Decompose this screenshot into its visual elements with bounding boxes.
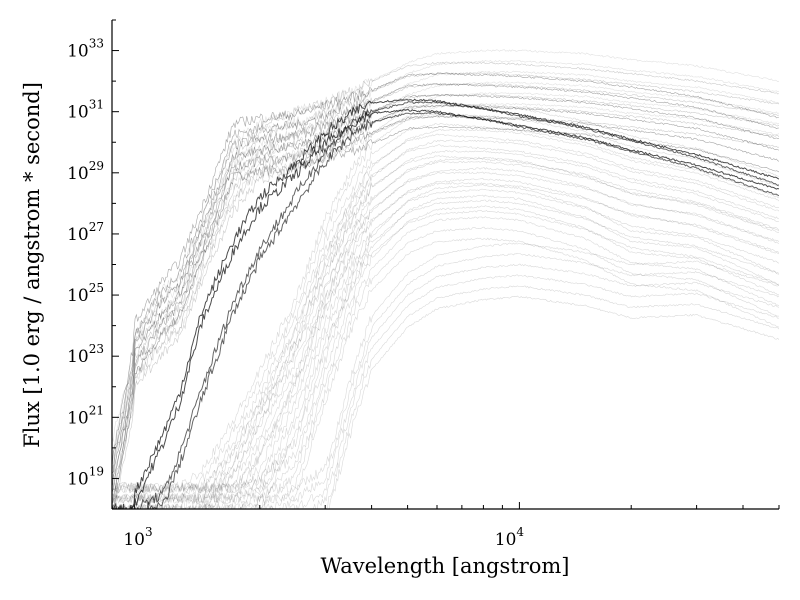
spectrum-line-0-2 [112, 104, 779, 492]
spectrum-line-7-1 [217, 171, 779, 509]
spectrum-line-0-3 [112, 94, 779, 490]
spectrum-line-2-1 [112, 100, 779, 509]
y-tick-label: 1025 [67, 281, 104, 306]
x-tick-label: 103 [123, 525, 152, 550]
spectrum-line-0-1 [112, 115, 779, 505]
spectrum-line-5-3 [112, 263, 779, 509]
spectrum-line-6-3 [112, 82, 779, 486]
spectrum-line-0-0 [112, 125, 779, 509]
spectrum-line-6-5 [112, 61, 779, 463]
y-tick-label: 1027 [67, 220, 104, 245]
spectrum-line-4-1 [270, 226, 779, 509]
spectrum-line-0-4 [112, 83, 779, 474]
spectrum-line-4-3 [113, 205, 779, 509]
x-ticks: 103 104 [111, 502, 780, 550]
y-tick-label: 1023 [67, 342, 104, 367]
spectrum-line-4-4 [112, 194, 779, 504]
spectrum-line-7-5 [112, 128, 779, 494]
spectrum-line-9-5 [112, 49, 779, 442]
spectrum-line-6-1 [112, 104, 779, 508]
spectrum-line-5-2 [311, 274, 779, 509]
spectrum-line-8-0 [258, 210, 779, 509]
spectrum-line-5-0 [329, 295, 779, 509]
spectrum-line-1-0 [133, 108, 779, 509]
spectrum-line-4-5 [112, 183, 779, 494]
spectrum-line-7-0 [227, 182, 779, 509]
spectrum-line-9-1 [112, 92, 779, 490]
x-tick-label: 104 [495, 525, 525, 550]
spectrum-line-3-0 [207, 155, 779, 509]
spectrum-line-9-4 [112, 60, 779, 451]
y-ticks: 1019 1021 1023 1025 1027 1029 1031 1033 [67, 19, 119, 510]
spectrum-line-8-1 [249, 199, 779, 509]
spectrum-line-6-2 [112, 93, 779, 492]
spectrum-line-3-3 [112, 123, 779, 509]
y-tick-label: 1019 [67, 464, 104, 489]
y-tick-label: 1021 [67, 403, 104, 428]
spectrum-line-7-4 [112, 139, 779, 505]
spectrum-line-8-3 [112, 177, 779, 509]
spectrum-line-2-0 [149, 111, 779, 509]
spectrum-line-1-1 [112, 98, 779, 509]
spectrum-line-7-2 [210, 160, 779, 509]
spectrum-line-3-2 [188, 133, 779, 509]
x-axis-label: Wavelength [angstrom] [320, 554, 569, 578]
y-tick-label: 1033 [67, 37, 104, 62]
spectrum-line-6-4 [112, 72, 779, 474]
spectrum-line-9-2 [112, 81, 779, 471]
spectrum-line-5-1 [325, 285, 779, 509]
spectrum-line-7-3 [112, 150, 779, 509]
spectrum-line-8-4 [112, 167, 779, 505]
y-tick-label: 1031 [67, 98, 104, 123]
spectrum-line-0-5 [112, 72, 779, 467]
spectrum-line-6-0 [113, 115, 779, 509]
spectrum-line-4-2 [256, 216, 779, 509]
spectrum-line-9-0 [112, 102, 779, 497]
y-axis-label: Flux [1.0 erg / angstrom * second] [20, 82, 44, 448]
spectrum-line-5-4 [112, 252, 779, 505]
spectrum-line-5-5 [112, 242, 779, 494]
spectrum-line-8-2 [239, 188, 779, 509]
spectra-series-group [112, 49, 779, 509]
y-tick-label: 1029 [67, 159, 104, 184]
spectrum-line-9-3 [112, 70, 779, 465]
spectrum-line-4-0 [282, 237, 779, 509]
spectrum-line-8-5 [112, 156, 779, 494]
spectrum-line-3-4 [112, 112, 779, 504]
spectrum-line-3-5 [112, 101, 779, 494]
spectrum-line-3-1 [204, 144, 779, 509]
